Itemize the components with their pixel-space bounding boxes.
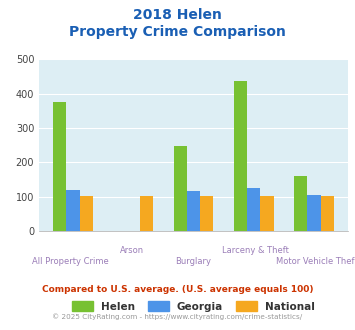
Bar (294, 176, 307, 231)
Text: Arson: Arson (120, 246, 144, 255)
Bar (53, 102, 66, 231)
Text: Motor Vehicle Theft: Motor Vehicle Theft (276, 257, 355, 266)
Bar (307, 195, 321, 231)
Bar (234, 81, 247, 231)
Bar (260, 196, 274, 231)
Bar (140, 196, 153, 231)
Bar (321, 196, 334, 231)
Bar (247, 188, 260, 231)
Text: Compared to U.S. average. (U.S. average equals 100): Compared to U.S. average. (U.S. average … (42, 285, 313, 294)
Text: Burglary: Burglary (175, 257, 212, 266)
Bar (66, 190, 80, 231)
Bar (187, 190, 200, 231)
Bar (200, 196, 213, 231)
Bar (174, 146, 187, 231)
Text: © 2025 CityRating.com - https://www.cityrating.com/crime-statistics/: © 2025 CityRating.com - https://www.city… (53, 314, 302, 320)
Text: Larceny & Theft: Larceny & Theft (222, 246, 289, 255)
Text: All Property Crime: All Property Crime (32, 257, 108, 266)
Bar (80, 196, 93, 231)
Text: 2018 Helen: 2018 Helen (133, 8, 222, 22)
Text: Property Crime Comparison: Property Crime Comparison (69, 25, 286, 39)
Legend: Helen, Georgia, National: Helen, Georgia, National (72, 301, 315, 312)
